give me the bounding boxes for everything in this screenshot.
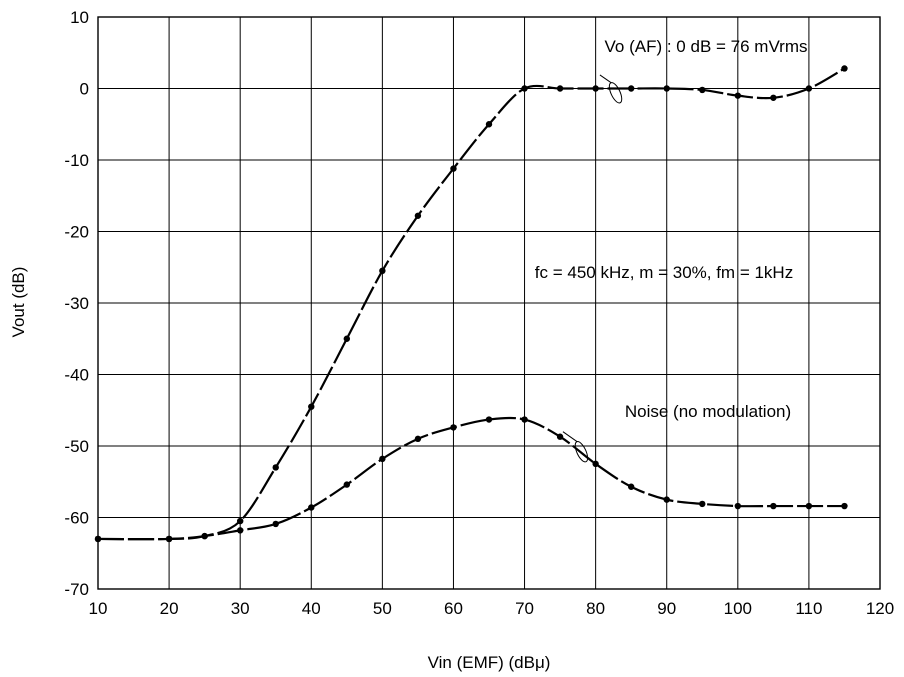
y-tick-labels: -70 -60 -50 -40 -30 -20 -10 0 10 bbox=[64, 8, 89, 599]
x-tick-label: 60 bbox=[444, 599, 463, 618]
data-point-vo-af bbox=[521, 85, 528, 92]
data-point-noise bbox=[343, 481, 351, 488]
data-point-noise bbox=[414, 435, 422, 443]
x-tick-label: 110 bbox=[795, 599, 822, 618]
data-point-vo-af bbox=[770, 94, 777, 101]
grid bbox=[97, 16, 881, 590]
data-point-noise bbox=[379, 455, 386, 463]
data-point-vo-af bbox=[308, 403, 315, 410]
data-point-noise bbox=[805, 502, 813, 510]
data-point-noise bbox=[236, 527, 244, 534]
data-point-vo-af bbox=[663, 85, 670, 92]
x-tick-label: 70 bbox=[515, 599, 534, 618]
x-tick-label: 30 bbox=[231, 599, 250, 618]
vo-callout-leader bbox=[599, 74, 612, 84]
data-point-vo-af bbox=[627, 85, 635, 92]
data-point-vo-af bbox=[734, 92, 742, 99]
data-point-vo-af bbox=[699, 86, 706, 94]
annotation-noise: Noise (no modulation) bbox=[625, 402, 791, 421]
y-tick-label: -10 bbox=[64, 151, 89, 170]
data-point-noise bbox=[770, 502, 777, 510]
x-tick-labels: 10 20 30 40 50 60 70 80 90 100 110 120 bbox=[89, 599, 895, 618]
data-point-vo-af bbox=[556, 85, 564, 92]
data-point-vo-af bbox=[485, 121, 493, 128]
series-layer bbox=[94, 65, 848, 543]
x-tick-label: 90 bbox=[657, 599, 676, 618]
annotation-vo-reference: Vo (AF) : 0 dB = 76 mVrms bbox=[605, 37, 808, 56]
annotation-markers bbox=[562, 74, 623, 463]
vo-callout-ellipse bbox=[608, 82, 623, 104]
data-point-vo-af bbox=[841, 65, 848, 72]
x-tick-label: 100 bbox=[724, 599, 752, 618]
data-point-noise bbox=[592, 460, 599, 468]
data-point-vo-af bbox=[272, 464, 279, 471]
annotation-conditions: fc = 450 kHz, m = 30%, fm = 1kHz bbox=[535, 263, 793, 282]
data-point-vo-af bbox=[379, 267, 386, 275]
noise-callout-leader bbox=[562, 431, 578, 443]
data-point-noise bbox=[556, 433, 564, 440]
x-tick-label: 20 bbox=[160, 599, 179, 618]
x-tick-label: 80 bbox=[586, 599, 605, 618]
data-point-noise bbox=[485, 416, 493, 423]
series-line-vo-af bbox=[97, 67, 845, 541]
data-point-vo-af bbox=[592, 85, 599, 92]
data-point-noise bbox=[663, 496, 670, 503]
y-tick-label: -20 bbox=[64, 223, 89, 242]
plot-frame bbox=[97, 16, 881, 590]
data-point-noise bbox=[521, 416, 528, 423]
y-axis-label: Vout (dB) bbox=[9, 267, 28, 338]
data-point-noise bbox=[201, 532, 208, 540]
y-tick-label: -40 bbox=[64, 366, 89, 385]
data-point-vo-af bbox=[450, 165, 457, 172]
data-point-noise bbox=[627, 483, 635, 490]
y-tick-label: -50 bbox=[64, 437, 89, 456]
data-point-vo-af bbox=[414, 212, 422, 219]
data-point-vo-af bbox=[236, 517, 244, 525]
data-point-noise bbox=[272, 520, 279, 528]
data-point-noise bbox=[308, 504, 315, 511]
data-point-vo-af bbox=[343, 335, 351, 342]
x-tick-label: 120 bbox=[866, 599, 894, 618]
y-tick-label: -30 bbox=[64, 294, 89, 313]
x-tick-label: 10 bbox=[89, 599, 108, 618]
y-tick-label: 10 bbox=[70, 8, 89, 27]
data-point-noise bbox=[450, 424, 457, 431]
data-point-noise bbox=[699, 500, 706, 508]
y-tick-label: -60 bbox=[64, 509, 89, 528]
x-tick-label: 40 bbox=[302, 599, 321, 618]
y-tick-label: -70 bbox=[64, 580, 89, 599]
data-point-noise bbox=[165, 535, 173, 543]
data-point-noise bbox=[841, 502, 848, 510]
data-point-vo-af bbox=[805, 85, 813, 92]
data-point-noise bbox=[734, 502, 742, 510]
x-tick-label: 50 bbox=[373, 599, 392, 618]
series-line-noise bbox=[97, 416, 845, 541]
y-tick-label: 0 bbox=[80, 80, 89, 99]
x-axis-label: Vin (EMF) (dBμ) bbox=[428, 653, 551, 672]
